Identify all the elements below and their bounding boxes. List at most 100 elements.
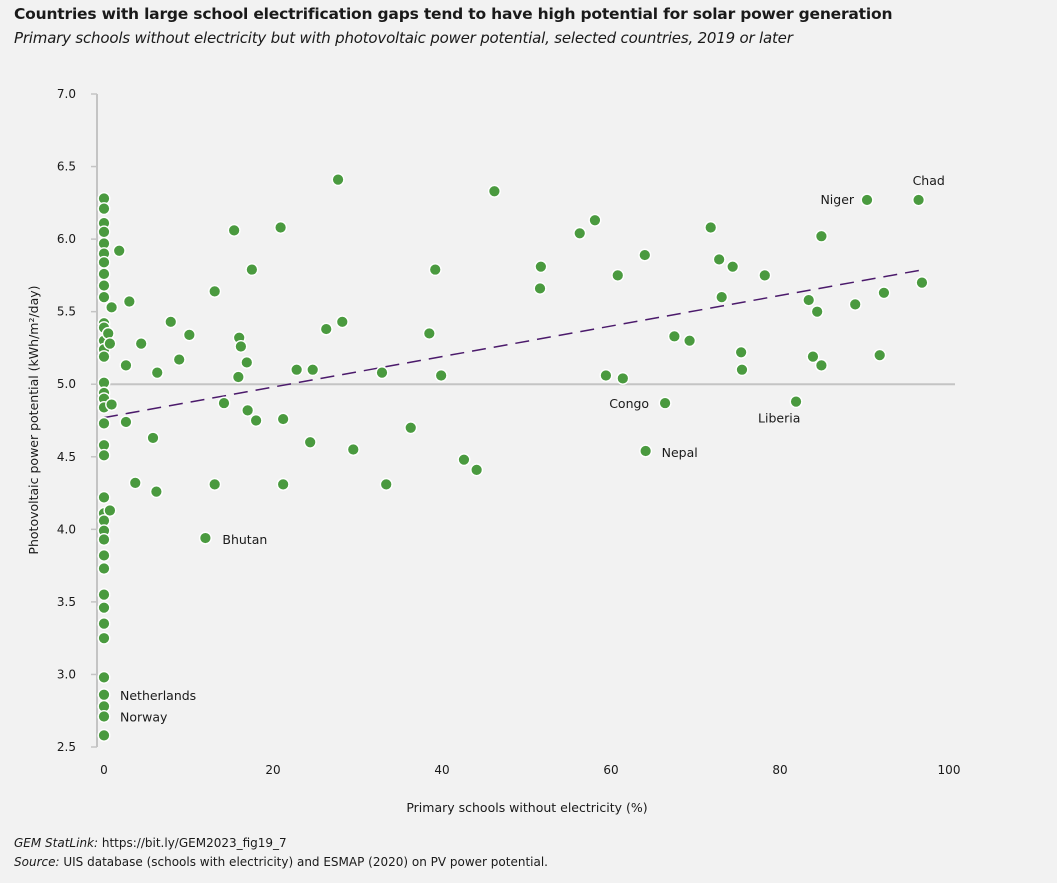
data-point [375,366,389,380]
data-point [734,345,748,359]
data-point [915,276,929,290]
data-point [241,403,255,417]
data-point [231,370,245,384]
data-point [103,503,117,517]
data-point [848,297,862,311]
y-tick-label: 6.0 [57,232,76,246]
country-label: Congo [609,396,649,411]
data-point [112,244,126,258]
data-point [97,548,111,562]
data-point [208,477,222,491]
data-point [249,414,263,428]
data-point [97,617,111,631]
data-point [276,477,290,491]
data-point [97,670,111,684]
data-point [97,416,111,430]
source-text: UIS database (schools with electricity) … [63,855,548,869]
x-tick-label: 40 [434,763,449,777]
data-point [638,248,652,262]
data-point [534,260,548,274]
data-point [533,281,547,295]
data-point [97,728,111,742]
data-point [802,293,816,307]
data-point [97,255,111,269]
data-point [806,350,820,364]
data-point [404,421,418,435]
data-point [639,444,653,458]
data-point [119,358,133,372]
y-tick-label: 3.5 [57,595,76,609]
data-point [164,315,178,329]
data-point [588,213,602,227]
data-point [422,326,436,340]
y-tick-label: 4.0 [57,522,76,536]
data-point [487,184,501,198]
data-point [149,485,163,499]
data-point [683,334,697,348]
statlink-url[interactable]: https://bit.ly/GEM2023_fig19_7 [101,836,287,850]
data-point [726,260,740,274]
country-label: Liberia [758,411,800,426]
data-point [97,267,111,281]
data-point [217,396,231,410]
country-label: Niger [820,192,854,207]
data-point [198,531,212,545]
x-tick-label: 80 [772,763,787,777]
data-point [290,363,304,377]
y-tick-label: 5.0 [57,377,76,391]
data-point [712,252,726,266]
data-point [611,268,625,282]
x-axis-label: Primary schools without electricity (%) [406,800,647,815]
data-point [616,371,630,385]
data-point [573,226,587,240]
data-point [122,295,136,309]
data-point [704,221,718,235]
data-point [274,221,288,235]
data-point [97,490,111,504]
y-tick-label: 6.5 [57,160,76,174]
x-tick-label: 100 [938,763,961,777]
data-point [599,369,613,383]
data-point [97,202,111,216]
data-point [234,339,248,353]
country-label: Netherlands [120,688,196,703]
data-point [814,229,828,243]
x-tick-label: 60 [603,763,618,777]
data-point [331,173,345,187]
data-point [150,366,164,380]
data-point [134,337,148,351]
data-point [912,193,926,207]
data-point [335,315,349,329]
country-label: Bhutan [222,532,267,547]
data-point [877,286,891,300]
data-point [97,710,111,724]
data-point [457,453,471,467]
source-label: Source: [14,855,60,869]
statlink-label: GEM StatLink: [14,836,99,850]
data-point [245,263,259,277]
data-point [97,290,111,304]
data-point [379,477,393,491]
data-point [658,396,672,410]
data-point [434,369,448,383]
y-tick-label: 2.5 [57,740,76,754]
data-point [276,412,290,426]
data-point [119,415,133,429]
y-tick-label: 3.0 [57,667,76,681]
trend-line [103,268,924,419]
data-point [182,328,196,342]
data-point [103,337,117,351]
chart-title: Countries with large school electrificat… [14,5,893,23]
data-point [97,562,111,576]
data-point [758,268,772,282]
data-point [105,398,119,412]
data-point [860,193,874,207]
data-point [97,631,111,645]
data-point [227,223,241,237]
data-point [303,435,317,449]
data-point [789,395,803,409]
data-point [97,588,111,602]
x-tick-label: 20 [265,763,280,777]
data-point [97,601,111,615]
